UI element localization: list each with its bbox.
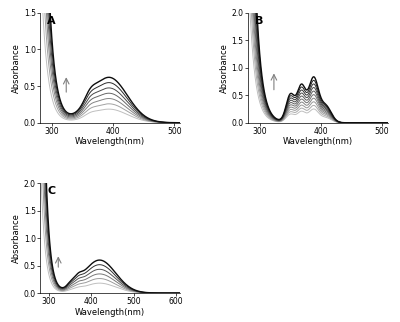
X-axis label: Wavelength(nm): Wavelength(nm) (75, 137, 145, 146)
Y-axis label: Absorbance: Absorbance (12, 43, 21, 93)
Text: C: C (47, 186, 55, 196)
Y-axis label: Absorbance: Absorbance (220, 43, 229, 93)
X-axis label: Wavelength(nm): Wavelength(nm) (75, 308, 145, 317)
Text: A: A (47, 16, 56, 26)
Text: B: B (255, 16, 263, 26)
X-axis label: Wavelength(nm): Wavelength(nm) (283, 137, 353, 146)
Y-axis label: Absorbance: Absorbance (12, 213, 21, 263)
